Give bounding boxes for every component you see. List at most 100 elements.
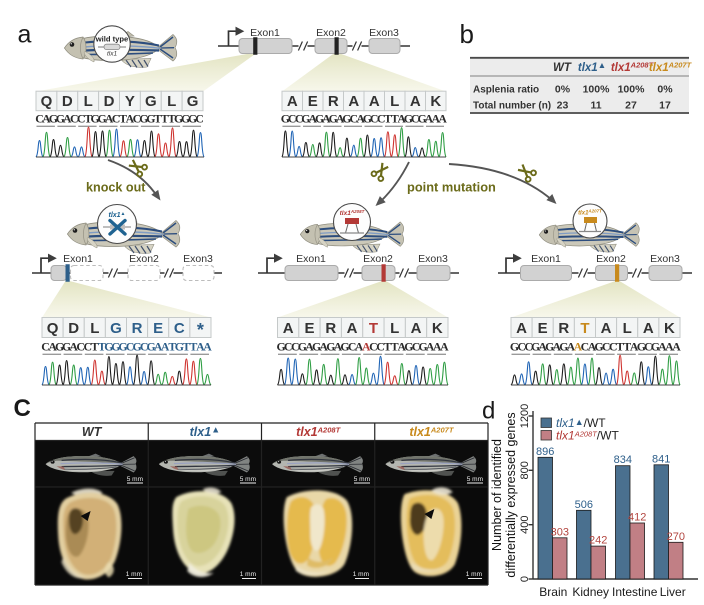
- svg-text:Q: Q: [47, 320, 59, 337]
- svg-text:23: 23: [557, 100, 569, 112]
- svg-text:1 mm: 1 mm: [353, 571, 369, 578]
- svg-text:L: L: [623, 320, 632, 337]
- svg-text:d: d: [482, 398, 495, 425]
- svg-text:GCCGAGAGAACAGCCTTAGCGAAA: GCCGAGAGAACAGCCTTAGCGAAA: [510, 340, 681, 354]
- svg-text:L: L: [390, 320, 399, 337]
- svg-text:C: C: [14, 395, 31, 422]
- svg-text:D: D: [104, 93, 115, 110]
- svg-text:T: T: [580, 320, 589, 337]
- svg-text:A: A: [283, 320, 294, 337]
- svg-text:506: 506: [575, 499, 593, 511]
- svg-text:Exon2: Exon2: [363, 253, 393, 265]
- svg-text:R: R: [325, 320, 336, 337]
- svg-text:GCCGAGAGAGCAACCTTAGCGAAA: GCCGAGAGAGCAACCTTAGCGAAA: [277, 340, 450, 354]
- svg-text:Number of identified: Number of identified: [490, 439, 504, 551]
- svg-text:0%: 0%: [657, 84, 673, 96]
- svg-text:5 mm: 5 mm: [240, 476, 256, 483]
- svg-text:800: 800: [519, 461, 531, 479]
- svg-text:270: 270: [667, 531, 685, 543]
- svg-text:303: 303: [551, 526, 569, 538]
- svg-text:27: 27: [625, 100, 637, 112]
- svg-text:Kidney: Kidney: [572, 585, 609, 599]
- svg-text:11: 11: [590, 100, 601, 112]
- svg-text:L: L: [90, 320, 99, 337]
- svg-text:GCCGAGAGAGCAGCCTTAGCGAAA: GCCGAGAGAGCAGCCTTAGCGAAA: [281, 112, 448, 126]
- svg-text:CAGGACCTGGACTACGGTTTGGGC: CAGGACCTGGACTACGGTTTGGGC: [35, 112, 204, 126]
- svg-text:D: D: [68, 320, 79, 337]
- svg-text:Exon1: Exon1: [296, 253, 326, 265]
- svg-text:L: L: [167, 93, 176, 110]
- svg-text:WT: WT: [82, 425, 103, 439]
- svg-text:differentially expressed genes: differentially expressed genes: [504, 412, 518, 577]
- svg-text:A: A: [347, 320, 358, 337]
- svg-text:CAGGACCTTGGGCGCGAATGTTAA: CAGGACCTTGGGCGCGAATGTTAA: [41, 340, 212, 354]
- svg-text:Y: Y: [125, 93, 135, 110]
- svg-text:5 mm: 5 mm: [467, 476, 483, 483]
- svg-text:tlx1: tlx1: [107, 51, 118, 58]
- svg-text:1 mm: 1 mm: [240, 571, 256, 578]
- svg-text:tlx1A207T: tlx1A207T: [578, 209, 603, 217]
- svg-text:Exon2: Exon2: [129, 253, 159, 265]
- svg-text:E: E: [308, 93, 318, 110]
- svg-text:100%: 100%: [618, 84, 646, 96]
- svg-text:tlx1▲/WT: tlx1▲/WT: [556, 416, 606, 430]
- svg-text:L: L: [84, 93, 93, 110]
- svg-text:5 mm: 5 mm: [354, 476, 370, 483]
- svg-text:R: R: [132, 320, 143, 337]
- svg-text:242: 242: [589, 535, 607, 547]
- svg-text:0%: 0%: [555, 84, 571, 96]
- svg-text:A: A: [516, 320, 527, 337]
- svg-text:E: E: [538, 320, 548, 337]
- svg-text:tlx1A208T: tlx1A208T: [340, 209, 366, 217]
- svg-text:400: 400: [519, 516, 531, 534]
- svg-text:17: 17: [659, 100, 671, 112]
- svg-text:knock out: knock out: [86, 181, 146, 195]
- svg-text:A: A: [410, 93, 421, 110]
- svg-text:Q: Q: [41, 93, 53, 110]
- svg-text:tlx1A208T/WT: tlx1A208T/WT: [556, 429, 619, 443]
- svg-text:Intestine: Intestine: [612, 585, 658, 599]
- svg-text:1200: 1200: [519, 404, 531, 428]
- svg-text:841: 841: [652, 453, 670, 465]
- svg-text:K: K: [432, 320, 443, 337]
- svg-text:T: T: [369, 320, 378, 337]
- svg-text:A: A: [411, 320, 422, 337]
- svg-text:point mutation: point mutation: [407, 180, 496, 195]
- svg-text:A: A: [601, 320, 612, 337]
- svg-text:A: A: [348, 93, 359, 110]
- svg-text:A: A: [369, 93, 380, 110]
- svg-text:Liver: Liver: [660, 585, 686, 599]
- svg-text:A: A: [643, 320, 654, 337]
- svg-text:834: 834: [614, 454, 632, 466]
- svg-text:b: b: [460, 19, 474, 49]
- svg-text:L: L: [390, 93, 399, 110]
- svg-text:K: K: [664, 320, 675, 337]
- svg-text:E: E: [153, 320, 163, 337]
- svg-text:WT: WT: [553, 62, 572, 74]
- svg-text:C: C: [174, 320, 185, 337]
- svg-text:Exon1: Exon1: [250, 27, 280, 39]
- svg-text:wild type: wild type: [95, 35, 129, 44]
- svg-text:E: E: [304, 320, 314, 337]
- svg-text:tlx1▲: tlx1▲: [108, 211, 125, 219]
- svg-text:*: *: [197, 320, 204, 340]
- svg-text:Exon1: Exon1: [63, 253, 93, 265]
- svg-text:5 mm: 5 mm: [127, 476, 143, 483]
- svg-text:Exon3: Exon3: [650, 253, 680, 265]
- svg-text:Exon3: Exon3: [418, 253, 448, 265]
- svg-text:G: G: [145, 93, 157, 110]
- svg-text:a: a: [18, 21, 32, 49]
- svg-text:Exon2: Exon2: [596, 253, 626, 265]
- svg-text:Exon3: Exon3: [183, 253, 213, 265]
- svg-text:0: 0: [519, 576, 531, 582]
- svg-text:Brain: Brain: [539, 585, 567, 599]
- svg-text:Exon1: Exon1: [531, 253, 561, 265]
- svg-text:R: R: [328, 93, 339, 110]
- svg-text:412: 412: [628, 512, 646, 524]
- svg-text:Exon3: Exon3: [369, 27, 399, 39]
- svg-text:Exon2: Exon2: [316, 27, 346, 39]
- svg-text:Total number (n): Total number (n): [473, 101, 551, 112]
- svg-text:100%: 100%: [583, 84, 611, 96]
- svg-text:D: D: [62, 93, 73, 110]
- svg-text:Asplenia ratio: Asplenia ratio: [473, 85, 539, 96]
